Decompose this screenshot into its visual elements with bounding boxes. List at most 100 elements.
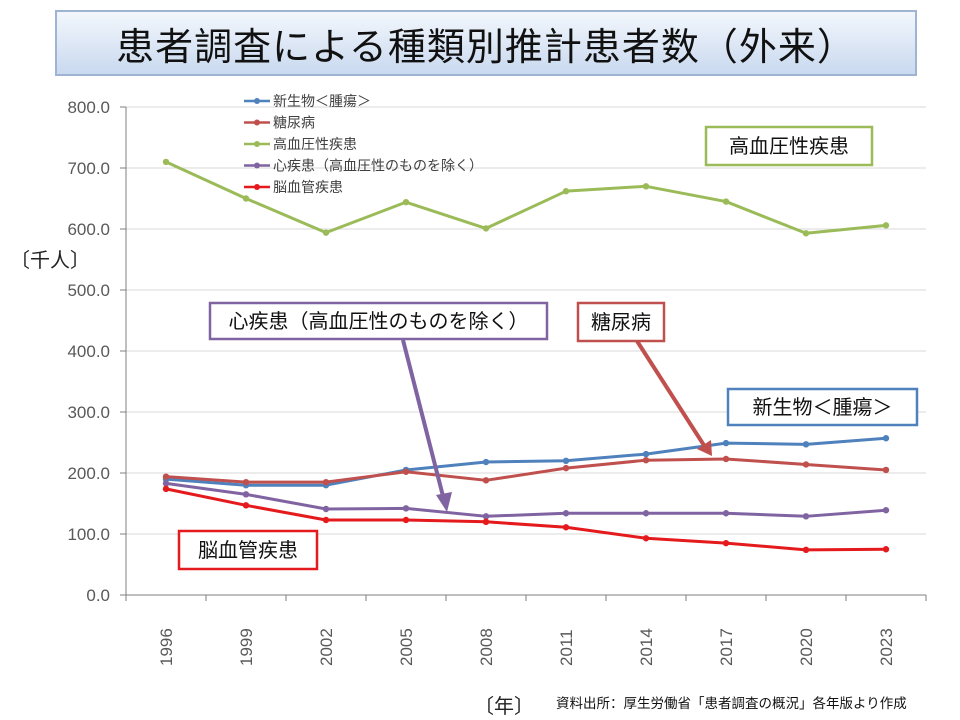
legend-marker — [254, 98, 260, 104]
annotation-arrow — [635, 339, 709, 452]
data-point — [562, 524, 570, 531]
data-point — [802, 230, 810, 237]
data-point — [402, 516, 410, 524]
data-point — [722, 510, 730, 517]
legend-marker — [254, 119, 260, 126]
x-tick-label: 1999 — [237, 628, 256, 666]
data-point — [882, 546, 890, 553]
annotation-arrow — [401, 339, 447, 505]
legend-marker — [254, 141, 260, 147]
x-tick-label: 2002 — [317, 628, 336, 666]
legend-label: 心疾患（高血圧性のものを除く） — [273, 158, 483, 174]
x-tick-label: 2008 — [477, 628, 496, 666]
annotation-label: 心疾患（高血圧性のものを除く） — [229, 310, 529, 333]
y-tick-label: 700.0 — [67, 159, 110, 178]
axes: 0.0 100.0 200.0 300.0 400.0 500.0 600.0 700.0 80… — [67, 98, 927, 666]
data-point — [242, 195, 250, 202]
y-tick-label: 800.0 — [67, 98, 110, 117]
data-point — [322, 516, 330, 524]
data-point — [802, 546, 810, 554]
data-point — [402, 198, 410, 206]
y-tick-label: 100.0 — [67, 525, 110, 544]
data-point — [242, 502, 250, 509]
series-line-0 — [165, 436, 887, 487]
data-point — [562, 457, 570, 464]
annotation-label: 脳血管疾患 — [198, 539, 298, 562]
x-tick-label: 1996 — [157, 628, 176, 666]
data-point — [322, 229, 330, 236]
series-line-4 — [165, 487, 887, 552]
y-tick-label: 300.0 — [67, 403, 110, 422]
data-point — [402, 468, 410, 475]
y-tick-label: 500.0 — [67, 281, 110, 300]
data-point — [882, 466, 890, 474]
data-point — [162, 473, 170, 480]
data-point — [162, 485, 170, 493]
data-point — [802, 461, 810, 468]
data-point — [482, 225, 490, 232]
data-point — [562, 187, 570, 195]
data-point — [482, 477, 490, 484]
data-point — [722, 539, 730, 547]
y-axis-unit-label: 〔千人〕 — [10, 248, 90, 272]
data-point — [162, 480, 170, 487]
data-point — [722, 198, 730, 205]
data-point — [882, 507, 890, 514]
data-point — [162, 158, 170, 166]
legend-label: 新生物＜腫瘍＞ — [273, 93, 371, 109]
annotation-box — [576, 301, 666, 343]
annotation-arrowhead — [436, 492, 452, 512]
annotation-box — [704, 125, 874, 167]
y-tick-label: 600.0 — [67, 220, 110, 239]
x-tick-label: 2020 — [797, 628, 816, 666]
legend-marker — [254, 162, 260, 169]
data-point — [242, 478, 250, 486]
data-point — [482, 518, 490, 525]
x-tick-label: 2023 — [877, 628, 896, 666]
data-point — [642, 510, 650, 517]
x-axis-unit-label: 〔年〕 — [474, 694, 534, 718]
annotation-label: 糖尿病 — [591, 311, 651, 334]
y-tick-label: 200.0 — [67, 464, 110, 483]
data-point — [562, 464, 570, 472]
data-point — [562, 510, 570, 517]
y-tick-label: 0.0 — [86, 586, 110, 605]
series-line-1 — [165, 457, 887, 484]
data-point — [322, 505, 330, 513]
x-tick-label: 2017 — [717, 628, 736, 666]
annotation-arrowhead — [697, 440, 712, 456]
data-point — [722, 455, 730, 463]
annotation-box — [726, 387, 919, 427]
data-point — [642, 450, 650, 458]
x-tick-label: 2014 — [637, 628, 656, 666]
data-point — [802, 513, 810, 520]
data-point — [802, 441, 810, 448]
legend-label: 高血圧性疾患 — [273, 136, 357, 152]
x-tick-label: 2011 — [557, 629, 576, 666]
chart-title: 患者調査による種類別推計患者数（外来） — [55, 10, 917, 76]
annotation-box — [177, 529, 319, 571]
series-lines — [162, 158, 890, 554]
annotation-label: 高血圧性疾患 — [729, 135, 849, 158]
data-point — [722, 439, 730, 447]
data-point — [882, 435, 890, 442]
x-tick-label: 2005 — [397, 628, 416, 666]
legend-marker — [254, 184, 260, 190]
data-point — [642, 535, 650, 542]
legend-label: 糖尿病 — [273, 115, 315, 131]
data-point — [242, 491, 250, 498]
y-tick-label: 400.0 — [67, 342, 110, 361]
annotation-box — [208, 301, 549, 341]
data-point — [482, 458, 490, 466]
data-point — [402, 505, 410, 512]
data-point — [642, 183, 650, 190]
data-point — [882, 222, 890, 229]
source-note: 資料出所：厚生労働省「患者調査の概況」各年版より作成 — [556, 696, 907, 712]
legend-label: 脳血管疾患 — [273, 179, 343, 195]
series-line-2 — [165, 160, 887, 235]
data-point — [642, 456, 650, 464]
series-line-3 — [165, 481, 887, 518]
